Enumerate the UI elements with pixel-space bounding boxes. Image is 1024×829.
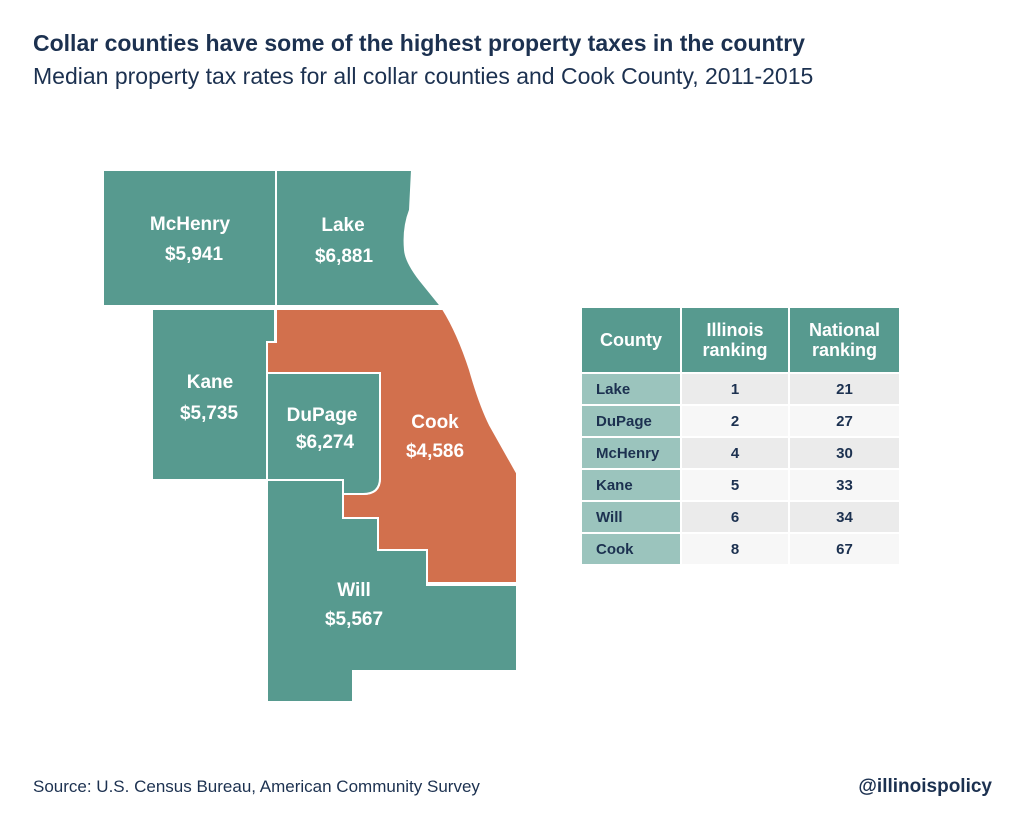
county-label: Lake <box>321 215 364 236</box>
cell-illinois-ranking: 4 <box>682 438 788 468</box>
brand-handle: @illinoispolicy <box>858 776 992 797</box>
county-will <box>266 479 518 703</box>
cell-national-ranking: 33 <box>790 470 899 500</box>
county-value: $6,881 <box>315 246 374 267</box>
table-row: McHenry 4 30 <box>582 438 899 468</box>
cell-national-ranking: 67 <box>790 534 899 564</box>
chart-title: Collar counties have some of the highest… <box>33 30 805 56</box>
cell-county: Lake <box>582 374 680 404</box>
cell-county: DuPage <box>582 406 680 436</box>
county-lake <box>275 169 444 307</box>
county-kane <box>151 308 276 481</box>
county-value: $6,274 <box>296 432 355 453</box>
county-mchenry <box>102 169 277 307</box>
cell-national-ranking: 21 <box>790 374 899 404</box>
ranking-table: County Illinois ranking National ranking L… <box>580 306 901 566</box>
header-text: ranking <box>702 340 768 360</box>
county-value: $4,586 <box>406 441 464 462</box>
cell-illinois-ranking: 8 <box>682 534 788 564</box>
cell-illinois-ranking: 1 <box>682 374 788 404</box>
source-note: Source: U.S. Census Bureau, American Com… <box>33 777 480 796</box>
cell-illinois-ranking: 5 <box>682 470 788 500</box>
cell-national-ranking: 30 <box>790 438 899 468</box>
cell-county: Will <box>582 502 680 532</box>
county-label: Kane <box>187 372 233 393</box>
county-label: Will <box>337 580 371 601</box>
header-illinois-ranking: Illinois ranking <box>682 308 788 372</box>
county-value: $5,735 <box>180 403 239 424</box>
header-national-ranking: National ranking <box>790 308 899 372</box>
cell-county: Cook <box>582 534 680 564</box>
cell-county: Kane <box>582 470 680 500</box>
cell-illinois-ranking: 6 <box>682 502 788 532</box>
header-text: ranking <box>811 340 877 360</box>
table-header-row: County Illinois ranking National ranking <box>582 308 899 372</box>
county-label: Cook <box>411 412 459 433</box>
chart-subtitle: Median property tax rates for all collar… <box>33 63 814 89</box>
cell-illinois-ranking: 2 <box>682 406 788 436</box>
table-row: Kane 5 33 <box>582 470 899 500</box>
header-text: National <box>808 320 880 340</box>
county-label: DuPage <box>287 405 358 426</box>
county-label: McHenry <box>150 214 231 235</box>
county-value: $5,567 <box>325 609 383 630</box>
county-value: $5,941 <box>165 244 224 265</box>
table-row: Lake 1 21 <box>582 374 899 404</box>
header-text: Illinois <box>706 320 764 340</box>
cell-national-ranking: 27 <box>790 406 899 436</box>
table-row: Will 6 34 <box>582 502 899 532</box>
cell-county: McHenry <box>582 438 680 468</box>
table-row: Cook 8 67 <box>582 534 899 564</box>
header-county: County <box>582 308 680 372</box>
table-row: DuPage 2 27 <box>582 406 899 436</box>
cell-national-ranking: 34 <box>790 502 899 532</box>
